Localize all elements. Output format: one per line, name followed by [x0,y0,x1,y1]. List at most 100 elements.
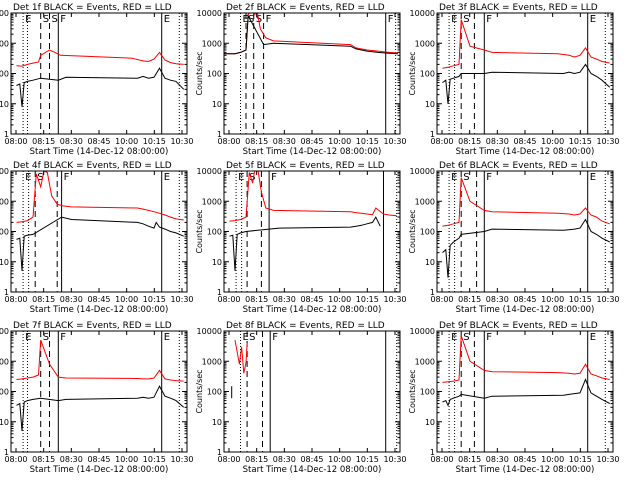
x-tick-label: 08:45 [87,137,110,146]
y-axis-label: Counts/sec [408,51,417,95]
x-tick-label: 10:30 [596,455,619,464]
x-tick-label: 08:45 [513,295,536,304]
y-tick-label: 1000 [202,39,222,48]
event-marker-label: F [271,172,277,183]
x-tick-label: 10:30 [383,137,406,146]
y-tick-label: 1 [217,448,222,457]
event-marker-label: F [388,14,394,25]
y-tick-label: 100 [420,228,435,237]
y-tick-label: 100 [207,228,222,237]
y-tick-label: 100 [420,388,435,397]
x-tick-label: 10:00 [115,295,138,304]
y-tick-label: 1000 [415,39,435,48]
event-marker-label: S [43,332,49,343]
y-axis-label: Counts/sec [408,369,417,413]
event-marker-label: E [243,332,249,343]
x-tick-label: 10:15 [356,295,379,304]
x-axis-label: Start Time (14-Dec-12 08:00:00) [456,147,595,157]
y-tick-label: 10000 [410,327,435,336]
panel-title: Det 3f BLACK = Events, RED = LLD [439,3,598,13]
event-marker-label: S [463,332,469,343]
events-series-line [16,385,185,431]
y-tick-label: 10000 [0,327,9,336]
event-marker-label: S [463,14,469,25]
x-tick-label: 08:00 [217,137,240,146]
x-tick-label: 08:30 [486,295,509,304]
x-tick-label: 08:45 [513,137,536,146]
events-series-line [442,218,610,278]
detector-panel-7: E SF E 1 10 100 1000 10000 08:00 08:15 08:30 08:45 1… [0,321,194,475]
x-tick-label: 08:30 [60,455,83,464]
y-tick-label: 10 [212,258,222,267]
y-tick-label: 10 [425,100,435,109]
y-tick-label: 1 [4,130,9,139]
panel-title: Det 8f BLACK = Events, RED = LLD [226,321,385,331]
panel-title: Det 4f BLACK = Events, RED = LLD [13,161,172,171]
detector-panel-5: ESF11010010001000008:0008:1508:3008:4510… [195,161,407,315]
events-series-line [442,378,610,407]
y-axis-label: Counts/sec [195,209,204,253]
y-tick-label: 10 [0,418,9,427]
x-axis-label: Start Time (14-Dec-12 08:00:00) [30,305,169,315]
x-tick-label: 08:15 [458,455,481,464]
x-tick-label: 08:45 [87,295,110,304]
event-marker-label: E [25,332,31,343]
event-marker-label: E [590,172,596,183]
y-tick-label: 1000 [415,357,435,366]
y-tick-label: 1000 [0,357,9,366]
x-axis-label: Start Time (14-Dec-12 08:00:00) [30,465,169,475]
x-tick-label: 10:00 [541,455,564,464]
x-tick-label: 08:00 [4,295,27,304]
x-tick-label: 08:00 [4,137,27,146]
event-marker-label: E [590,332,596,343]
y-tick-label: 10000 [0,167,9,176]
event-marker-label: F [486,14,492,25]
x-tick-label: 08:45 [513,455,536,464]
detector-panel-4: ESFE11010010001000008:0008:1508:3008:451… [0,161,194,315]
y-tick-label: 1 [4,288,9,297]
x-tick-label: 08:15 [32,295,55,304]
lld-series-line [16,339,184,382]
x-tick-label: 08:00 [430,455,453,464]
y-tick-label: 1 [4,448,9,457]
y-tick-label: 1000 [0,197,9,206]
x-axis-label: Start Time (14-Dec-12 08:00:00) [243,465,382,475]
y-tick-label: 10 [425,418,435,427]
y-tick-label: 10000 [197,327,222,336]
x-tick-label: 08:00 [217,295,240,304]
x-tick-label: 10:00 [328,295,351,304]
x-tick-label: 08:00 [430,137,453,146]
y-tick-label: 1000 [202,197,222,206]
lld-series-line [442,177,610,227]
panel-title: Det 7f BLACK = Events, RED = LLD [13,321,172,331]
y-tick-label: 10000 [197,167,222,176]
detector-panel-8: E S F 1 10 100 1000 10000 08:00 08:15 08:30 08:45 10… [195,321,407,475]
event-marker-label: E [590,14,596,25]
panel-title: Det 2f BLACK = Events, RED = LLD [226,3,385,13]
event-marker-label: S [43,14,49,25]
x-tick-label: 10:30 [383,295,406,304]
event-marker-label: S [37,172,43,183]
x-tick-label: 08:30 [273,455,296,464]
event-marker-label: E [164,14,170,25]
event-marker-label: F [64,172,70,183]
events-series-line [16,216,184,271]
y-tick-label: 10 [0,100,9,109]
x-tick-label: 10:15 [143,455,166,464]
x-tick-label: 10:15 [569,137,592,146]
x-tick-label: 08:15 [32,137,55,146]
y-tick-label: 100 [207,388,222,397]
x-axis-label: Start Time (14-Dec-12 08:00:00) [456,305,595,315]
event-marker-label: E [243,14,249,25]
y-tick-label: 1 [430,288,435,297]
y-axis-label: Counts/sec [195,369,204,413]
x-tick-label: 08:15 [245,455,268,464]
lld-series-line [442,19,610,69]
events-series-line [224,14,398,55]
x-axis-label: Start Time (14-Dec-12 08:00:00) [30,147,169,157]
y-tick-label: 10000 [410,9,435,18]
x-tick-label: 10:00 [541,137,564,146]
